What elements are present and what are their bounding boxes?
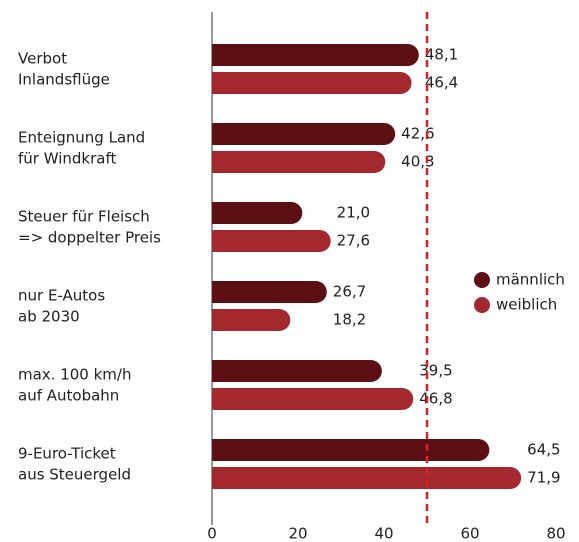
bar [212, 44, 419, 66]
category-label: aus Steuergeld [18, 466, 131, 484]
category-label: 9-Euro-Ticket [18, 445, 116, 463]
legend-label: weiblich [496, 296, 557, 314]
bar [212, 230, 331, 252]
bar [212, 388, 414, 410]
bar [212, 467, 522, 489]
value-label: 27,6 [337, 232, 370, 250]
value-label: 21,0 [337, 204, 370, 222]
x-tick-label: 40 [374, 525, 393, 542]
x-tick-label: 20 [288, 525, 307, 542]
category-label: Steuer für Fleisch [18, 208, 150, 226]
value-label: 64,5 [527, 441, 560, 459]
category-label: Inlandsflüge [18, 71, 110, 89]
bar [212, 151, 386, 173]
value-label: 26,7 [333, 283, 366, 301]
category-label: auf Autobahn [18, 387, 119, 405]
value-label: 46,4 [425, 74, 458, 92]
category-label: max. 100 km/h [18, 366, 131, 384]
category-label: Verbot [18, 50, 67, 68]
value-label: 71,9 [527, 469, 560, 487]
bar [212, 439, 490, 461]
value-label: 39,5 [419, 362, 452, 380]
category-label: für Windkraft [18, 150, 116, 168]
x-tick-label: 80 [546, 525, 565, 542]
value-label: 48,1 [425, 46, 458, 64]
category-label: ab 2030 [18, 308, 80, 326]
bar [212, 72, 412, 94]
bar [212, 123, 396, 145]
bar [212, 309, 291, 331]
category-label: => doppelter Preis [18, 229, 161, 247]
x-tick-label: 0 [207, 525, 217, 542]
legend-label: männlich [496, 271, 565, 289]
bar [212, 281, 327, 303]
bar [212, 360, 382, 382]
category-label: nur E-Autos [18, 287, 105, 305]
legend-marker [474, 297, 490, 313]
value-label: 18,2 [333, 311, 366, 329]
bar [212, 202, 303, 224]
value-label: 46,8 [419, 390, 452, 408]
value-label: 40,3 [401, 153, 434, 171]
legend-marker [474, 272, 490, 288]
x-tick-label: 60 [460, 525, 479, 542]
value-label: 42,6 [401, 125, 434, 143]
category-label: Enteignung Land [18, 129, 145, 147]
